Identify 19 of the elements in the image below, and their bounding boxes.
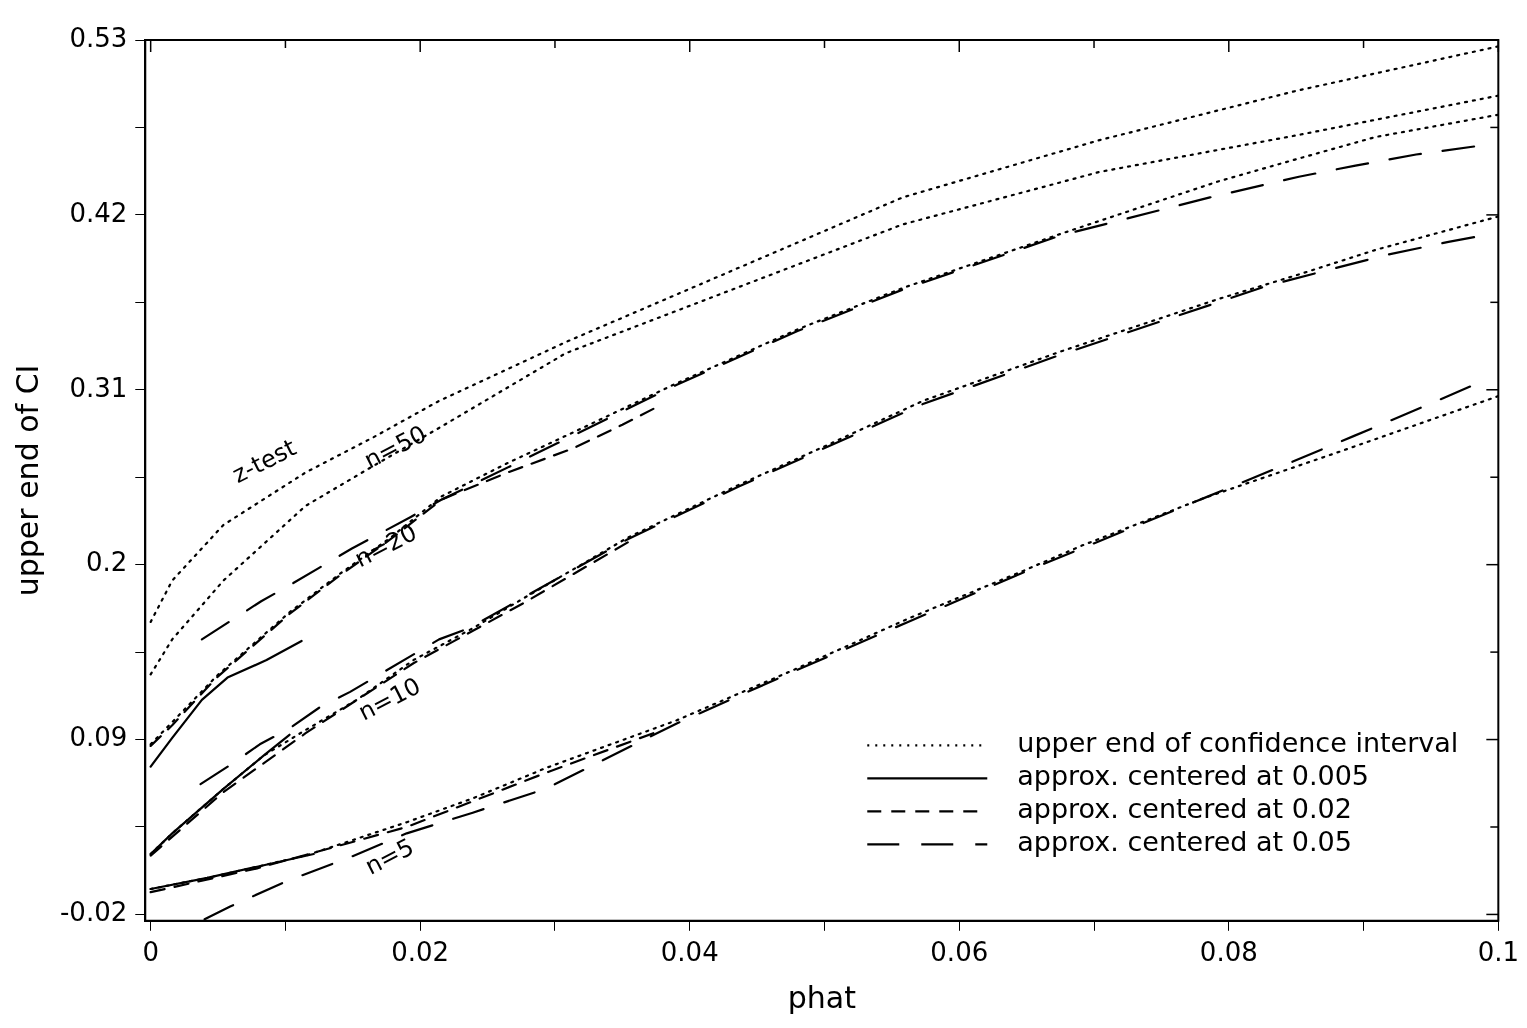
annotation: n=5 [360, 832, 419, 881]
y-tick-label: 0.09 [69, 722, 128, 753]
y-tick-label: 0.42 [69, 197, 128, 228]
y-tick-label: -0.02 [59, 897, 128, 928]
legend-label: approx. centered at 0.05 [1017, 826, 1352, 858]
x-axis-title: phat [787, 979, 857, 1015]
x-tick-label: 0.1 [1477, 937, 1520, 968]
legend-label: approx. centered at 0.02 [1017, 793, 1352, 825]
x-tick-label: 0 [142, 937, 159, 968]
x-tick-label: 0.04 [660, 937, 719, 968]
legend-label: approx. centered at 0.005 [1017, 760, 1370, 792]
x-tick-label: 0.08 [1199, 937, 1258, 968]
y-tick-label: 0.53 [69, 22, 128, 53]
y-tick-label: 0.31 [69, 372, 128, 403]
legend-label: upper end of confidence interval [1017, 727, 1459, 759]
y-tick-label: 0.2 [85, 547, 128, 578]
y-axis-title: upper end of CI [9, 364, 45, 597]
x-tick-label: 0.06 [930, 937, 989, 968]
x-tick-label: 0.02 [391, 937, 450, 968]
